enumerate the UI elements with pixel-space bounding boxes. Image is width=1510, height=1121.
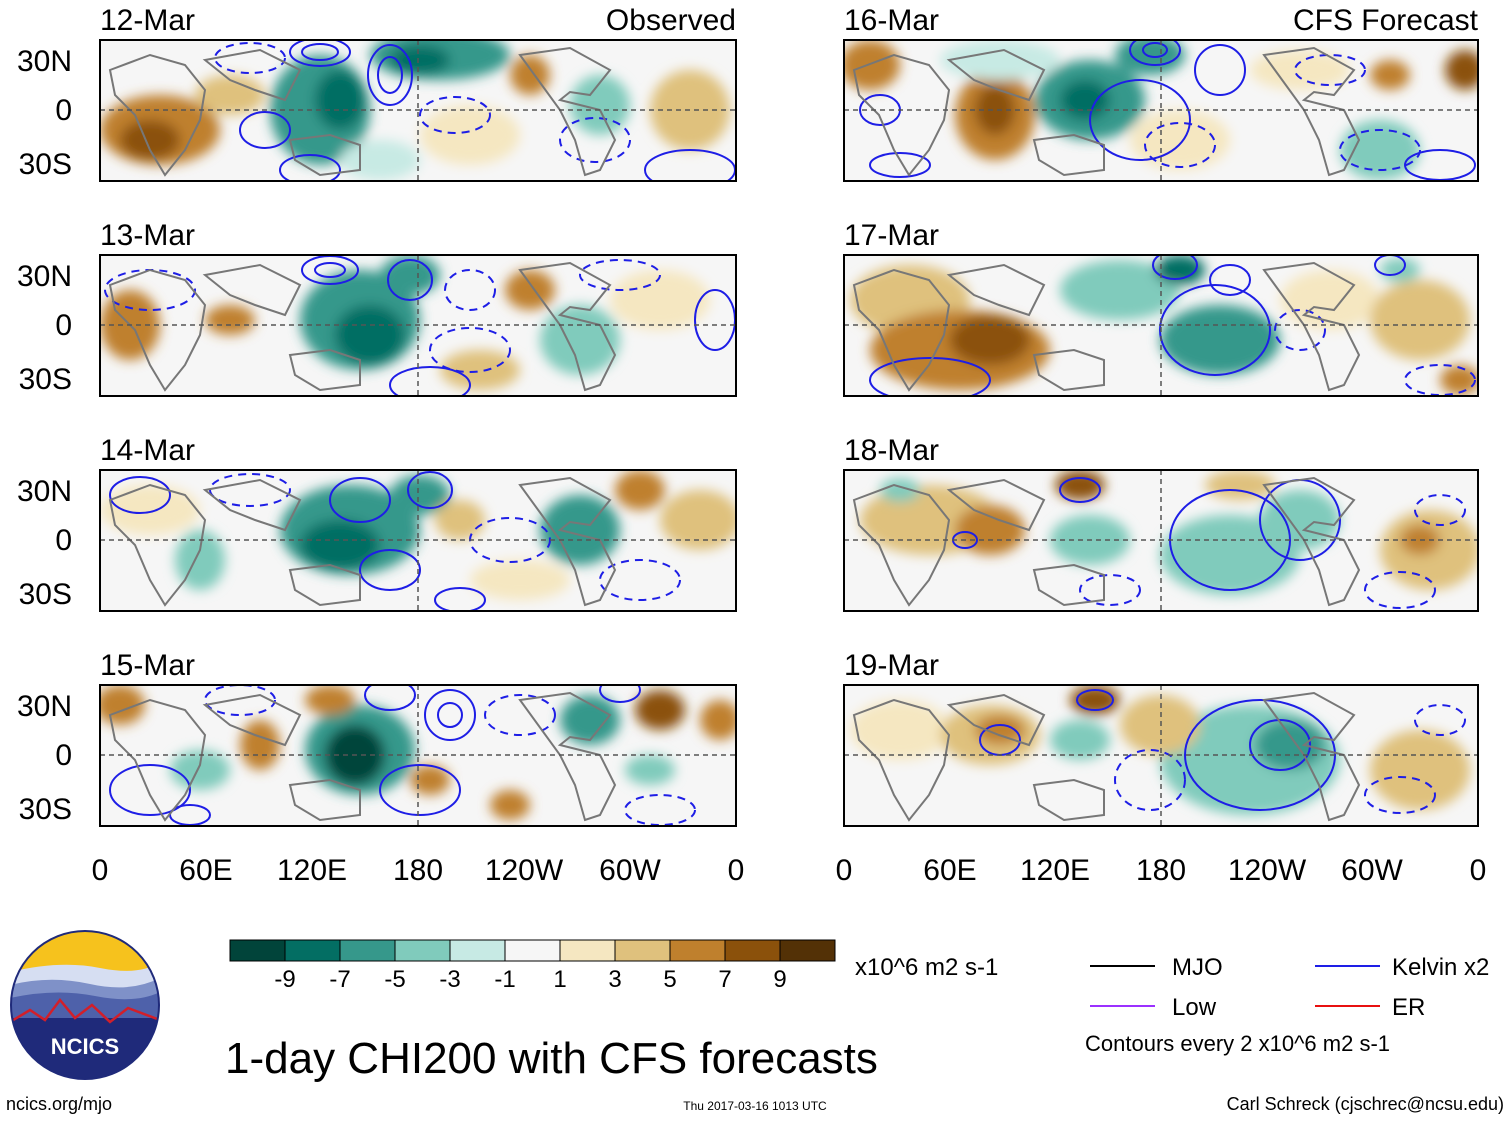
panel-date: 18-Mar (844, 434, 939, 467)
lat-label: 30S (19, 578, 72, 611)
map-panel-14-mar: 14-Mar (99, 434, 737, 612)
colorbar-tick-label: 5 (663, 966, 676, 993)
map-panel-19-mar: 19-Mar (843, 649, 1479, 827)
footer-timestamp: Thu 2017-03-16 1013 UTC (683, 1099, 827, 1113)
colorbar-swatch (614, 939, 671, 962)
lat-label: 30N (17, 45, 72, 78)
anomaly-field (850, 255, 1478, 396)
longitude-labels-right: 0 60E 120E 180 120W 60W 0 (836, 854, 1487, 887)
lon-label: 60E (179, 854, 232, 887)
map-panel-13-mar: 13-Mar (99, 219, 737, 397)
lon-label: 120W (1228, 854, 1307, 887)
footer-author: Carl Schreck (cjschrec@ncsu.edu) (1227, 1094, 1504, 1114)
footer-site: ncics.org/mjo (6, 1094, 112, 1114)
lon-label: 120E (1020, 854, 1090, 887)
colorbar-swatch (669, 939, 726, 962)
colorbar-swatch (504, 939, 561, 962)
lon-label: 180 (393, 854, 443, 887)
panel-date: 14-Mar (100, 434, 195, 467)
lon-label: 120W (485, 854, 564, 887)
logo-text: NCICS (51, 1034, 119, 1059)
lon-label: 180 (1136, 854, 1186, 887)
colorbar-tick-label: 3 (608, 966, 621, 993)
colorbar-tick-label: 7 (718, 966, 731, 993)
colorbar-swatch (779, 939, 836, 962)
map-panel-16-mar: 16-Mar CFS Forecast (843, 4, 1479, 182)
legend-label-er: ER (1392, 994, 1425, 1021)
anomaly-field (100, 40, 736, 181)
lat-label: 30N (17, 690, 72, 723)
lon-label: 60E (923, 854, 976, 887)
panel-date: 13-Mar (100, 219, 195, 252)
colorbar-tick-label: 9 (773, 966, 786, 993)
colorbar-tick-label: -1 (494, 966, 515, 993)
panel-date: 15-Mar (100, 649, 195, 682)
ncics-logo: NCICS (10, 930, 160, 1080)
figure-title: 1-day CHI200 with CFS forecasts (225, 1034, 878, 1083)
lat-label: 30S (19, 363, 72, 396)
lat-label: 30N (17, 475, 72, 508)
legend-label-low: Low (1172, 994, 1217, 1021)
lon-label: 120E (277, 854, 347, 887)
lat-label: 30S (19, 793, 72, 826)
lon-label: 0 (1470, 854, 1487, 887)
lat-label: 30S (19, 148, 72, 181)
lat-label: 0 (55, 524, 72, 557)
lon-label: 0 (836, 854, 853, 887)
panel-date: 12-Mar (100, 4, 195, 37)
colorbar-tick-label: -9 (274, 966, 295, 993)
map-panel-17-mar: 17-Mar (843, 219, 1479, 397)
colorbar: -9 -7 -5 -3 -1 1 3 5 7 9 (229, 939, 836, 993)
colorbar-tick-label: 1 (553, 966, 566, 993)
anomaly-field (100, 470, 736, 611)
anomaly-field (850, 685, 1470, 822)
lat-label: 0 (55, 94, 72, 127)
colorbar-swatch (284, 939, 341, 962)
lon-label: 60W (599, 854, 661, 887)
lon-label: 0 (728, 854, 745, 887)
lat-label: 30N (17, 260, 72, 293)
lon-label: 60W (1341, 854, 1403, 887)
panel-date: 17-Mar (844, 219, 939, 252)
map-panel-12-mar: 12-Mar Observed (99, 4, 737, 182)
panel-date: 19-Mar (844, 649, 939, 682)
panel-tag-cfs-forecast: CFS Forecast (1293, 4, 1479, 37)
lat-label: 0 (55, 309, 72, 342)
lon-label: 0 (92, 854, 109, 887)
colorbar-swatch (339, 939, 396, 962)
colorbar-units: x10^6 m2 s-1 (855, 954, 998, 981)
panel-date: 16-Mar (844, 4, 939, 37)
colorbar-swatch (229, 939, 286, 962)
colorbar-swatch (449, 939, 506, 962)
legend-label-mjo: MJO (1172, 954, 1223, 981)
latitude-labels: 30N 0 30S 30N 0 30S 30N 0 30S 30N 0 30S (17, 45, 72, 826)
anomaly-field (100, 255, 736, 396)
panel-tag-observed: Observed (606, 4, 736, 37)
colorbar-swatch (559, 939, 616, 962)
legend-label-kelvin: Kelvin x2 (1392, 954, 1489, 981)
colorbar-swatch (394, 939, 451, 962)
anomaly-field (852, 470, 1478, 609)
colorbar-tick-label: -5 (384, 966, 405, 993)
map-panel-18-mar: 18-Mar (843, 434, 1479, 612)
lat-label: 0 (55, 739, 72, 772)
longitude-labels-left: 0 60E 120E 180 120W 60W 0 (92, 854, 745, 887)
colorbar-tick-label: -7 (329, 966, 350, 993)
map-panel-15-mar: 15-Mar (99, 649, 737, 827)
colorbar-tick-label: -3 (439, 966, 460, 993)
colorbar-swatch (724, 939, 781, 962)
contour-note: Contours every 2 x10^6 m2 s-1 (1085, 1031, 1390, 1056)
legend: MJO Kelvin x2 Low ER Contours every 2 x1… (1085, 954, 1489, 1056)
